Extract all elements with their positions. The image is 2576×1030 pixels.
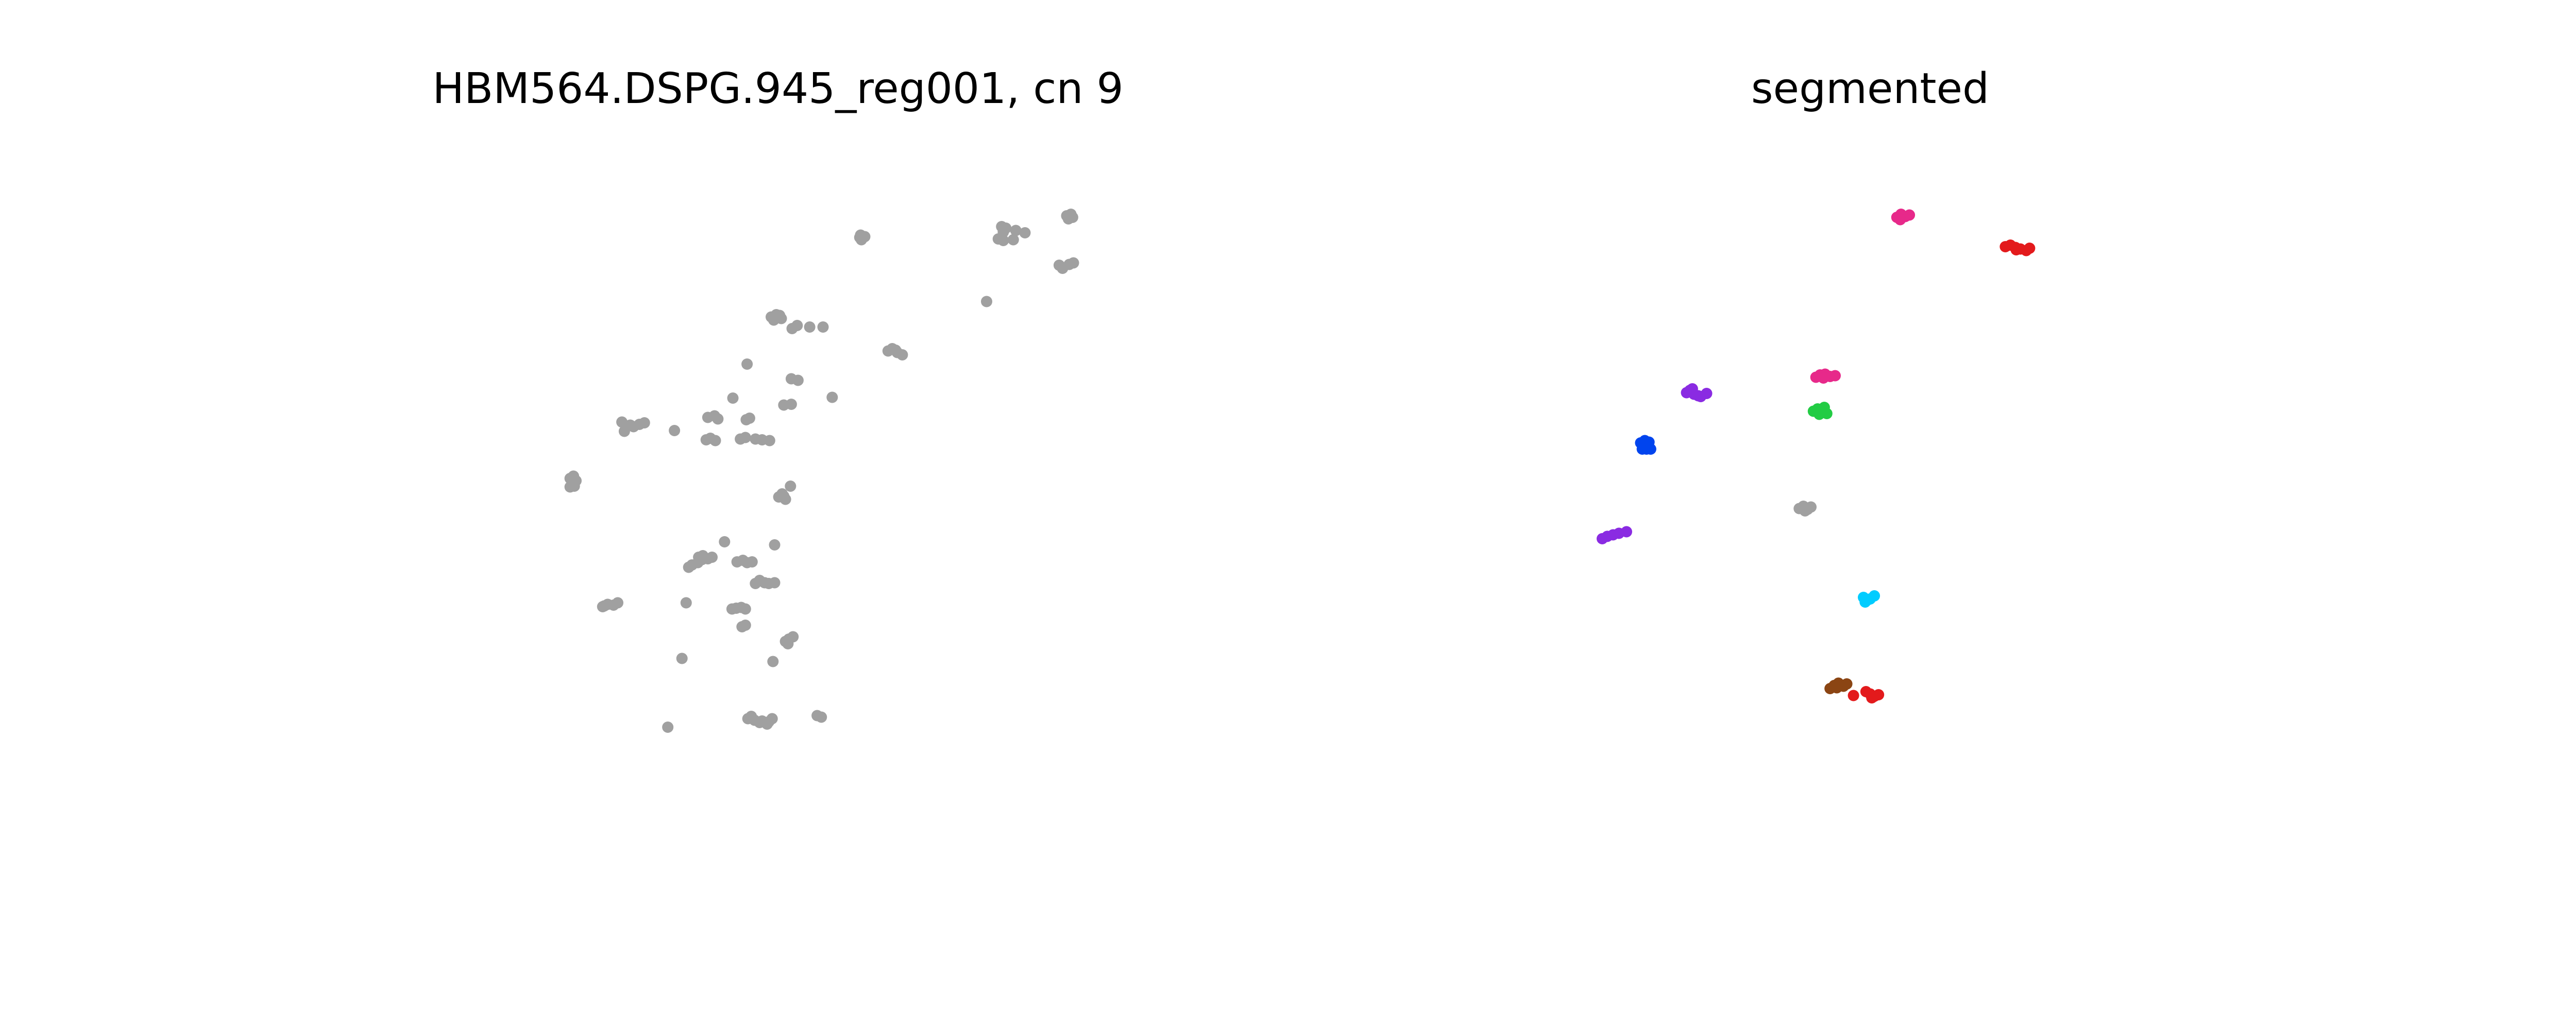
scatter-point-0-0-109 (767, 656, 779, 667)
scatter-point-0-0-54 (669, 425, 681, 436)
scatter-point-1-3-6 (1686, 383, 1698, 394)
scatter-point-0-0-40 (785, 399, 797, 410)
scatter-point-0-0-3 (855, 229, 867, 241)
scatter-point-0-0-51 (712, 413, 724, 425)
scatter-point-0-0-67 (568, 480, 580, 492)
scatter-point-0-0-37 (792, 374, 804, 386)
scatter-point-0-0-92 (680, 597, 692, 609)
scatter-point-1-10-5 (1866, 692, 1878, 703)
scatter-point-0-0-53 (743, 413, 755, 424)
scatter-point-0-0-108 (676, 653, 688, 664)
scatter-point-0-0-34 (890, 345, 902, 356)
scatter-point-1-0-3 (1904, 209, 1916, 221)
scatter-point-0-0-81 (706, 552, 718, 563)
scatter-point-0-0-27 (791, 320, 803, 331)
scatter-point-1-1-6 (2010, 244, 2022, 255)
scatter-point-0-0-45 (618, 425, 630, 437)
scatter-point-1-10-0 (1848, 690, 1859, 701)
panel-right: segmented (1597, 64, 2036, 703)
scatter-point-0-0-77 (599, 600, 610, 612)
scatter-point-0-0-48 (628, 421, 639, 433)
panel-left-title: HBM564.DSPG.945_reg001, cn 9 (432, 64, 1123, 113)
scatter-point-0-0-47 (638, 417, 650, 428)
scatter-point-0-0-29 (817, 321, 829, 333)
scatter-point-0-0-20 (981, 296, 992, 307)
panel-left-points (564, 209, 1079, 733)
scatter-point-0-0-90 (746, 556, 758, 568)
scatter-point-0-0-7 (1010, 225, 1022, 236)
scatter-point-0-0-103 (739, 620, 751, 631)
panel-right-title: segmented (1751, 64, 1989, 113)
scatter-point-1-5-5 (1645, 443, 1656, 455)
scatter-point-0-0-72 (778, 490, 790, 502)
scatter-point-0-0-28 (804, 321, 816, 333)
scatter-point-1-0-4 (1894, 214, 1906, 226)
scatter-point-0-0-10 (997, 235, 1009, 246)
scatter-point-1-8-4 (1859, 596, 1871, 608)
scatter-point-0-0-35 (741, 358, 753, 370)
scatter-point-0-0-117 (754, 717, 766, 728)
scatter-point-0-0-59 (739, 432, 751, 443)
scatter-point-0-0-11 (1007, 234, 1019, 246)
panel-right-points (1597, 209, 2036, 703)
scatter-point-0-0-85 (692, 557, 704, 569)
scatter-point-0-0-8 (1019, 227, 1031, 238)
scatter-point-1-1-5 (2024, 243, 2036, 254)
scatter-point-0-0-15 (1066, 212, 1078, 223)
scatter-point-0-0-86 (683, 561, 694, 573)
scatter-point-0-0-76 (612, 597, 623, 609)
scatter-point-0-0-83 (719, 536, 731, 547)
scatter-point-1-8-3 (1869, 590, 1880, 602)
scatter-point-1-7-4 (1799, 505, 1811, 517)
scatter-point-0-0-119 (816, 711, 827, 723)
scatter-point-1-4-5 (1814, 408, 1825, 420)
scatter-point-0-0-107 (782, 638, 794, 649)
scatter-point-1-3-5 (1701, 388, 1713, 399)
scatter-point-1-6-4 (1621, 526, 1632, 538)
scatter-point-1-2-4 (1829, 370, 1841, 382)
scatter-point-1-9-5 (1831, 682, 1843, 694)
scatter-point-0-0-41 (826, 391, 838, 403)
scatter-point-0-0-19 (1067, 257, 1079, 269)
scatter-point-0-0-97 (769, 577, 781, 589)
scatter-point-0-0-71 (785, 480, 796, 492)
scatter-point-0-0-38 (727, 392, 739, 404)
panel-left: HBM564.DSPG.945_reg001, cn 9 (432, 64, 1124, 733)
scatter-point-0-0-120 (662, 722, 674, 733)
scatter-point-0-0-57 (709, 435, 721, 447)
scatter-point-0-0-62 (764, 435, 775, 447)
scatter-point-0-0-101 (739, 603, 751, 615)
scatter-point-0-0-25 (774, 310, 786, 321)
scatter-point-0-0-91 (769, 539, 781, 551)
scatter-point-1-2-5 (1818, 372, 1829, 384)
scatter-point-1-9-4 (1841, 678, 1853, 690)
